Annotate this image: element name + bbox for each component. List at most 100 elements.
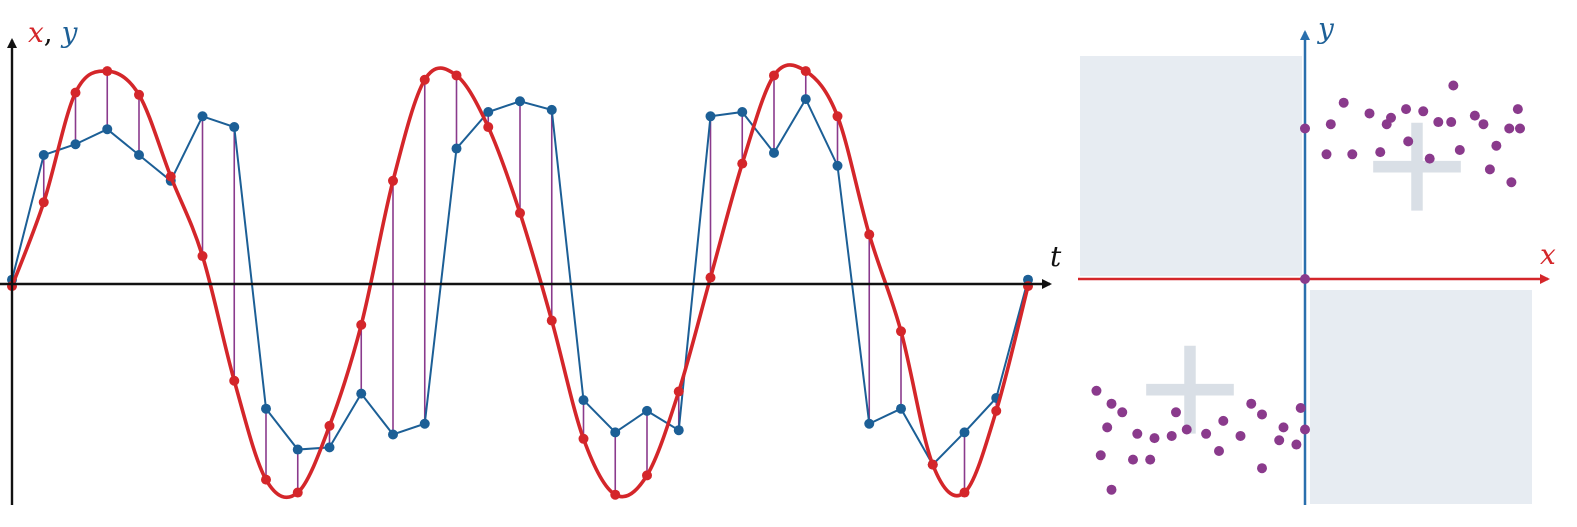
- x-series: [7, 63, 1033, 500]
- scatter-point: [1149, 433, 1160, 444]
- scatter-point: [1171, 407, 1181, 418]
- y-series-point: [737, 107, 748, 117]
- x-series-point: [546, 315, 557, 326]
- y-axis-label-y: y: [60, 16, 79, 49]
- x-series-point: [483, 122, 494, 133]
- y-series-point: [546, 104, 557, 115]
- x-series-point: [292, 487, 303, 498]
- t-axis-label: t: [1050, 240, 1062, 273]
- scatter-point: [1181, 424, 1192, 435]
- scatter-point: [1347, 149, 1358, 160]
- y-series-point: [483, 107, 494, 117]
- axis-label-separator: ,: [44, 16, 62, 49]
- scatter-point: [1338, 97, 1349, 108]
- x-series-point: [642, 470, 652, 481]
- scatter-point: [1381, 119, 1392, 130]
- x-series-point: [515, 208, 525, 219]
- scatter-point: [1246, 398, 1257, 409]
- scatter-point: [1478, 119, 1489, 130]
- scatter-plot: + + x y: [1078, 12, 1556, 505]
- y-series-point: [261, 403, 271, 414]
- x-series-point: [388, 175, 398, 186]
- scatter-points: [1091, 80, 1525, 495]
- x-series-point: [134, 89, 144, 100]
- scatter-point: [1454, 145, 1465, 155]
- scatter-point: [1375, 147, 1386, 158]
- scatter-point: [1321, 149, 1332, 160]
- x-series-point: [737, 158, 748, 169]
- x-series-point: [705, 272, 716, 283]
- scatter-point: [1484, 164, 1495, 175]
- y-series-point: [896, 403, 906, 414]
- x-series-point: [927, 459, 938, 470]
- y-series-point: [705, 111, 716, 122]
- x-series-point: [1023, 281, 1033, 292]
- scatter-point: [1433, 117, 1444, 128]
- scatter-point: [1424, 153, 1435, 164]
- scatter-point: [1257, 409, 1267, 420]
- scatter-point: [1102, 422, 1113, 433]
- scatter-point: [1128, 454, 1138, 465]
- scatter-point: [1201, 428, 1212, 439]
- y-series-point: [578, 395, 589, 406]
- scatter-point: [1469, 110, 1480, 121]
- x-series-point: [800, 66, 811, 77]
- y-series-point: [610, 427, 621, 438]
- x-series-point: [578, 433, 589, 444]
- scatter-point: [1504, 123, 1515, 134]
- quadrant-top-left: [1080, 56, 1302, 276]
- y-series-point: [769, 147, 779, 158]
- x-axis-label-x: x: [28, 16, 44, 49]
- scatter-point: [1278, 422, 1289, 433]
- x-series-point: [261, 474, 271, 485]
- y-axis-markers: [1300, 123, 1310, 435]
- scatter-point: [1235, 430, 1246, 441]
- x-series-point: [864, 229, 875, 240]
- x-series-point: [832, 111, 843, 122]
- scatter-point: [1214, 446, 1224, 456]
- y-series-point: [673, 425, 684, 436]
- stem-lines: [11, 71, 1029, 495]
- x-series-point: [356, 319, 367, 330]
- x-series-point: [610, 489, 621, 500]
- y-series-point: [102, 124, 113, 135]
- scatter-point: [1145, 454, 1156, 465]
- y-series-point: [832, 160, 843, 171]
- y-series-point: [70, 139, 81, 150]
- scatter-point: [1446, 117, 1457, 128]
- y-series-point: [134, 150, 144, 160]
- y-axis-marker: [1300, 424, 1310, 435]
- y-axis-marker: [1300, 274, 1310, 284]
- y-series-point: [419, 418, 430, 429]
- x-series-point: [896, 326, 906, 337]
- time-series-plot: x, y t: [0, 16, 1062, 505]
- scatter-point: [1515, 123, 1525, 134]
- scatter-point: [1274, 435, 1285, 446]
- scatter-point: [1106, 484, 1117, 495]
- y-series-point: [229, 122, 240, 133]
- xy-axis-label: x, y: [28, 16, 79, 49]
- y-series-point: [451, 143, 462, 154]
- scatter-point: [1506, 177, 1517, 188]
- x-series-point: [991, 405, 1002, 416]
- scatter-point: [1403, 136, 1414, 147]
- scatter-point: [1295, 403, 1306, 413]
- scatter-point: [1257, 463, 1267, 474]
- scatter-point: [1132, 428, 1143, 439]
- y-series-point: [292, 444, 303, 455]
- scatter-point: [1166, 430, 1177, 441]
- x-series-point: [102, 66, 113, 77]
- x-series-point: [229, 375, 240, 386]
- y-series: [7, 94, 1033, 470]
- y-series-point: [388, 429, 398, 440]
- scatter-point: [1512, 104, 1523, 115]
- plus-sign-bottom-left: +: [1131, 305, 1248, 468]
- x-series-point: [959, 487, 970, 498]
- scatter-point: [1095, 450, 1106, 461]
- scatter-point: [1106, 398, 1117, 409]
- y-series-point: [515, 96, 525, 107]
- x-series-point: [324, 420, 335, 431]
- scatter-point: [1418, 106, 1429, 117]
- y-axis-marker: [1300, 123, 1310, 134]
